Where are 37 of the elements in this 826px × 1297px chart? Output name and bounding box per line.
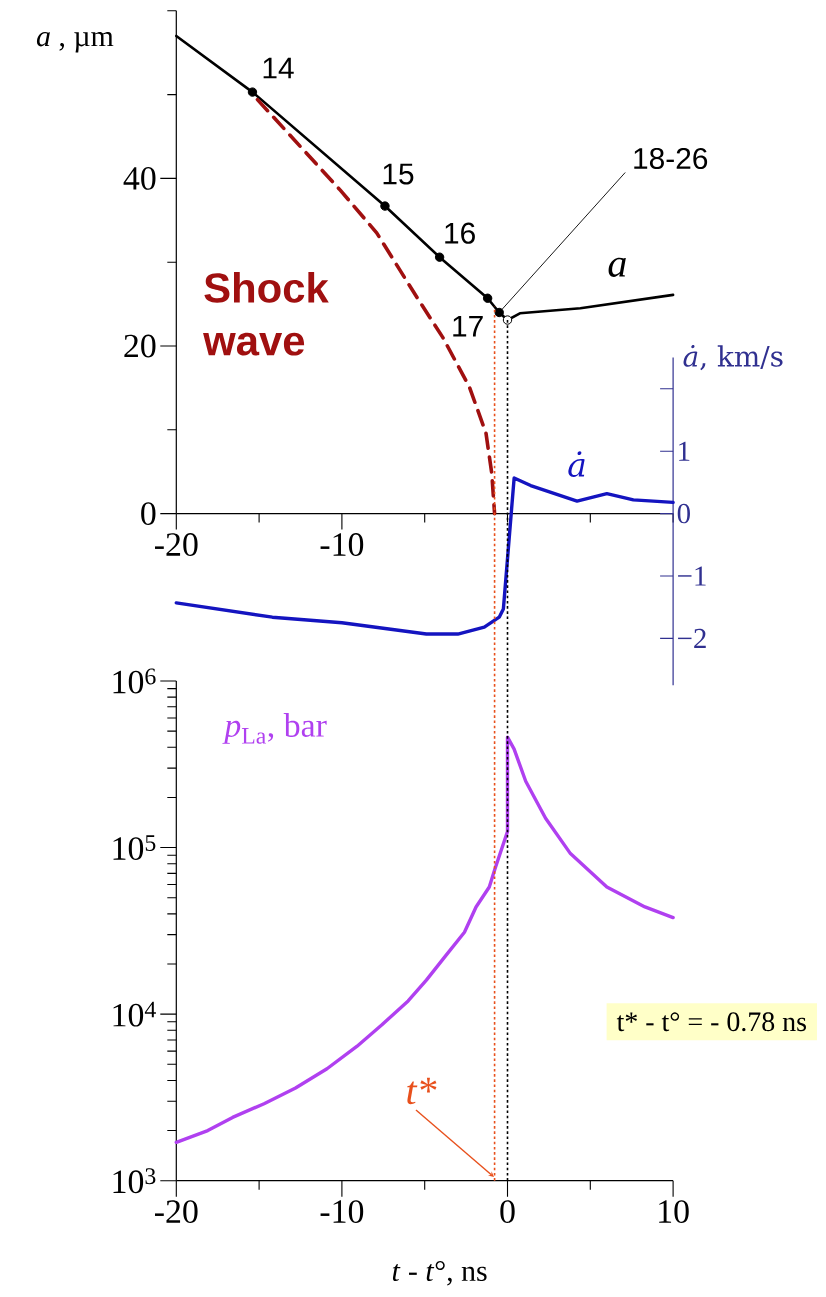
x-tick-label: -10 — [320, 1200, 364, 1223]
series-label: a — [608, 257, 626, 277]
y2-tick-label: −1 — [678, 566, 706, 586]
annotation: 18-26 — [634, 147, 708, 170]
y2-tick-label: 1 — [679, 441, 690, 461]
y2-tick-label: 0 — [677, 503, 690, 524]
series-label: ȧ — [568, 451, 585, 477]
x-tick-label: 0 — [500, 1200, 515, 1223]
series-label: Shock wave — [203, 272, 329, 356]
x-tick-label: -20 — [154, 1200, 198, 1223]
y-axis-title: p$_{La}$, bar — [222, 713, 327, 744]
x-tick-label: -10 — [320, 533, 364, 556]
point — [502, 315, 513, 325]
y-tick-label: 10$^{4}$ — [113, 1001, 156, 1027]
y-tick-label: 10$^{6}$ — [113, 668, 156, 694]
point — [434, 252, 445, 262]
y2-axis-title: ȧ, km/s — [683, 345, 783, 371]
point — [482, 293, 493, 303]
ref-line-label: t* — [407, 1077, 437, 1105]
x-tick-label: -20 — [154, 533, 198, 556]
point — [247, 87, 258, 97]
x-tick-label: 10 — [659, 1200, 689, 1223]
y-tick-label: 10$^{5}$ — [113, 835, 156, 860]
annotation: 15 — [383, 163, 414, 185]
annotation: t* - t° = - 0.78 ns — [616, 1012, 806, 1032]
y-tick-label: 0 — [141, 502, 156, 526]
annotation: 16 — [445, 222, 475, 244]
x-axis-title: t - t°, ns — [392, 1260, 487, 1286]
annotation: 14 — [263, 57, 294, 79]
point — [494, 307, 504, 318]
point — [380, 201, 390, 211]
y-axis-title: a , µm — [36, 32, 114, 53]
y-tick-label: 10$^{3}$ — [113, 1168, 156, 1194]
y2-tick-label: −2 — [678, 628, 706, 648]
annotation: 17 — [453, 315, 483, 337]
y-tick-label: 40 — [123, 166, 156, 190]
y-tick-label: 20 — [124, 334, 156, 358]
